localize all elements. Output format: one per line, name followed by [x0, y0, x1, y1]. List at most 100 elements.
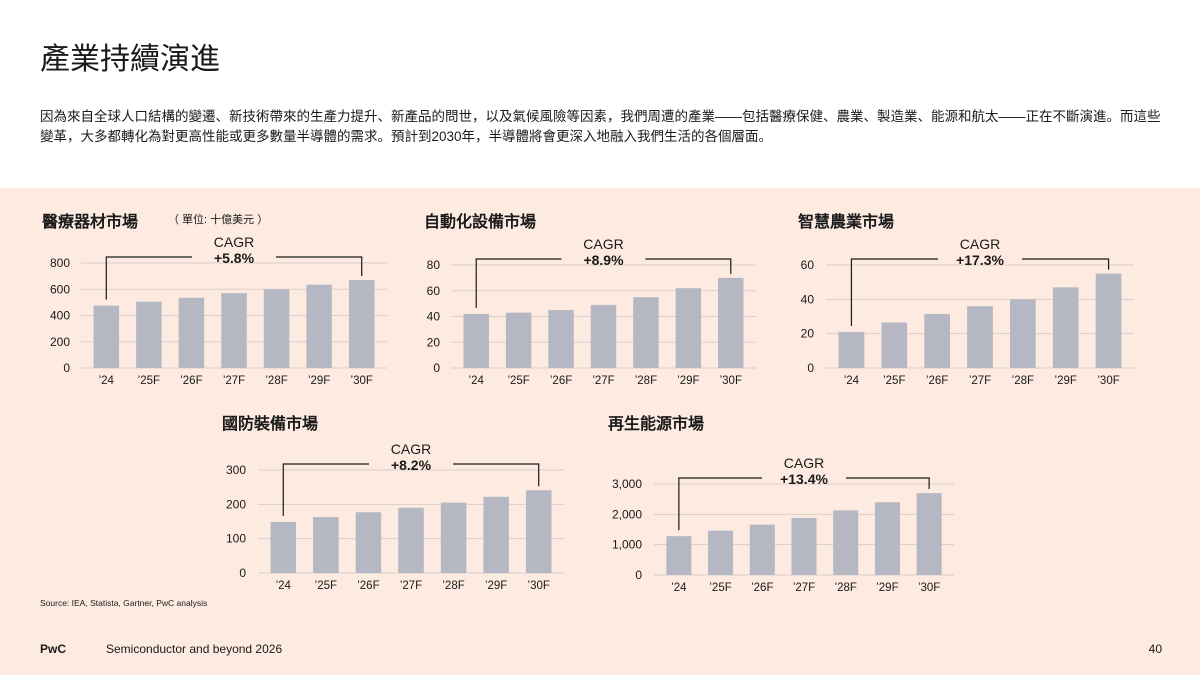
cagr-bracket-left	[105, 256, 192, 300]
bar	[505, 312, 532, 368]
y-tick-label: 20	[801, 327, 815, 341]
y-tick-label: 20	[427, 335, 441, 349]
y-tick-label: 40	[427, 310, 441, 324]
page-number: 40	[1148, 642, 1162, 656]
y-tick-label: 80	[427, 258, 441, 272]
bar	[633, 297, 659, 368]
cagr-value: +8.2%	[391, 457, 432, 473]
bar	[666, 536, 692, 575]
y-tick-label: 2,000	[612, 507, 642, 521]
x-tick-label: ’30F	[720, 375, 742, 387]
bar	[833, 510, 859, 575]
chart-title-renewable: 再生能源市場	[608, 416, 705, 433]
cagr-bracket-left	[282, 463, 369, 516]
bar	[440, 502, 467, 573]
cagr-bracket-right	[1022, 258, 1110, 270]
x-tick-label: ’28F	[265, 375, 287, 387]
x-tick-label: ’29F	[677, 375, 699, 387]
x-tick-label: ’24	[844, 375, 860, 387]
y-tick-label: 100	[226, 532, 246, 546]
bar	[93, 305, 120, 368]
cagr-label: CAGR	[391, 441, 431, 457]
bar	[270, 521, 297, 573]
x-tick-label: ’29F	[876, 582, 898, 594]
cagr-value: +5.8%	[214, 250, 255, 266]
bar	[1010, 299, 1036, 368]
x-tick-label: ’25F	[709, 582, 731, 594]
x-tick-label: ’30F	[918, 582, 940, 594]
cagr-label: CAGR	[214, 234, 254, 250]
x-tick-label: ’30F	[528, 580, 550, 592]
y-tick-label: 1,000	[612, 538, 642, 552]
page-title: 產業持續演進	[40, 42, 220, 77]
charts-panel	[0, 188, 1200, 675]
x-tick-label: ’29F	[485, 580, 507, 592]
x-tick-label: ’29F	[1055, 375, 1077, 387]
bar	[483, 496, 509, 573]
x-tick-label: ’27F	[400, 580, 422, 592]
y-tick-label: 200	[50, 335, 70, 349]
footer-text: Semiconductor and beyond 2026	[106, 642, 283, 656]
x-tick-label: ’25F	[883, 375, 905, 387]
bar	[221, 293, 247, 368]
x-tick-label: ’26F	[357, 580, 379, 592]
x-tick-label: ’26F	[180, 375, 202, 387]
y-tick-label: 0	[635, 568, 642, 582]
x-tick-label: ’25F	[138, 375, 160, 387]
footer-brand: PwC	[40, 642, 67, 656]
x-tick-label: ’30F	[1097, 375, 1119, 387]
y-tick-label: 60	[801, 258, 815, 272]
cagr-label: CAGR	[784, 455, 824, 471]
bar	[590, 304, 617, 368]
bar	[313, 517, 339, 573]
x-tick-label: ’26F	[550, 375, 572, 387]
cagr-label: CAGR	[583, 236, 623, 252]
bar	[881, 322, 908, 368]
x-tick-label: ’24	[671, 582, 687, 594]
bar	[708, 530, 734, 575]
y-tick-label: 0	[433, 361, 440, 375]
y-tick-label: 200	[226, 497, 246, 511]
chart-title-medical: 醫療器材市場	[42, 214, 139, 231]
y-tick-label: 0	[63, 361, 70, 375]
bar	[355, 512, 382, 573]
bar	[916, 493, 942, 575]
y-tick-label: 60	[427, 284, 441, 298]
bar	[306, 284, 332, 368]
bar	[348, 280, 375, 368]
x-tick-label: ’28F	[635, 375, 657, 387]
y-tick-label: 3,000	[612, 477, 642, 491]
x-tick-label: ’24	[99, 375, 115, 387]
source-note: Source: IEA, Statista, Gartner, PwC anal…	[40, 598, 208, 608]
y-tick-label: 300	[226, 463, 246, 477]
bar	[178, 297, 205, 368]
x-tick-label: ’24	[276, 580, 292, 592]
bar	[924, 313, 950, 368]
bar	[718, 277, 744, 368]
bar	[398, 507, 424, 573]
y-tick-label: 600	[50, 282, 70, 296]
bar	[967, 306, 993, 368]
x-tick-label: ’28F	[442, 580, 464, 592]
cagr-bracket-right	[453, 463, 540, 487]
chart-title-automation: 自動化設備市場	[424, 214, 537, 231]
bar	[675, 288, 702, 368]
x-tick-label: ’27F	[223, 375, 245, 387]
x-tick-label: ’28F	[1012, 375, 1034, 387]
bar	[874, 502, 900, 575]
x-tick-label: ’26F	[751, 582, 773, 594]
bar	[263, 289, 290, 368]
cagr-bracket-left	[850, 258, 938, 326]
x-tick-label: ’26F	[926, 375, 948, 387]
cagr-bracket-right	[276, 256, 363, 277]
bar	[1095, 273, 1122, 368]
y-tick-label: 0	[807, 361, 814, 375]
cagr-value: +8.9%	[583, 252, 624, 268]
bar	[463, 313, 489, 368]
x-tick-label: ’27F	[793, 582, 815, 594]
